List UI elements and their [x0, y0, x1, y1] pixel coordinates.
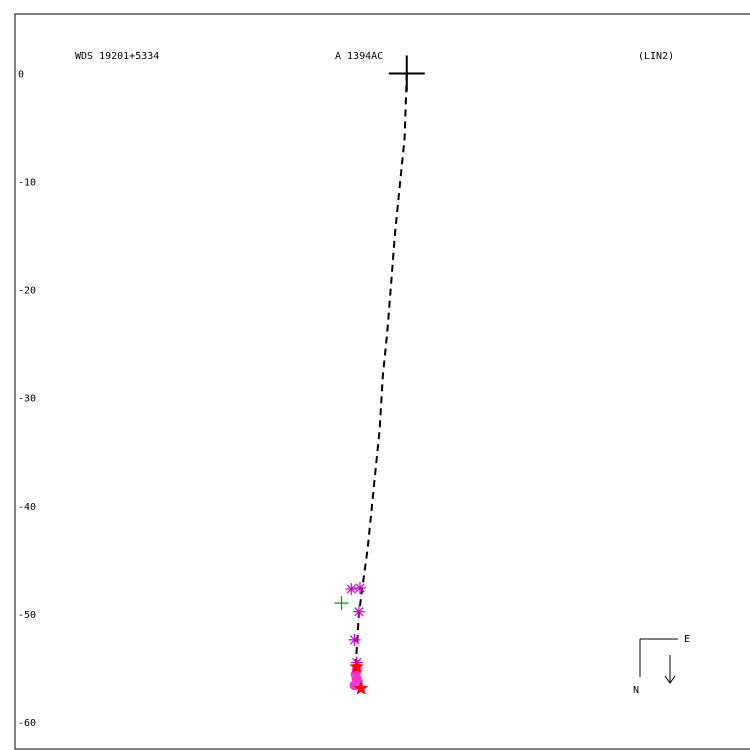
observation-asterisk — [352, 605, 365, 618]
asterisk-stroke — [354, 607, 364, 617]
y-tick-label: -50 — [18, 610, 36, 621]
y-tick-label: -10 — [18, 178, 36, 189]
orbit-path — [354, 73, 408, 668]
observation-star — [349, 659, 365, 674]
y-tick-label: 0 — [18, 69, 24, 80]
plot-frame — [14, 13, 750, 750]
asterisk-stroke — [346, 584, 356, 594]
orbit-reference: (LIN2) — [638, 51, 674, 62]
observation-asterisk — [348, 633, 361, 646]
y-tick-label: -40 — [18, 502, 36, 513]
star-designation: WDS 19201+5334 — [75, 51, 159, 62]
asterisk-stroke — [355, 583, 365, 593]
observation-marks — [334, 581, 369, 695]
orbit-curve — [354, 73, 408, 668]
north-label: N — [633, 685, 639, 696]
y-tick-label: -30 — [18, 394, 36, 405]
orientation-indicator: E N — [633, 634, 690, 696]
east-label: E — [684, 634, 690, 645]
motion-arrow-head — [664, 675, 676, 684]
component-label: A 1394AC — [335, 51, 383, 62]
primary-star-marker — [388, 55, 425, 92]
observation-plus — [334, 596, 349, 611]
observation-asterisk — [353, 581, 366, 594]
observation-star — [353, 680, 369, 695]
asterisk-stroke — [349, 635, 360, 645]
y-tick-label: -20 — [18, 286, 36, 297]
observation-asterisk — [345, 583, 358, 596]
y-tick-label: -60 — [18, 718, 36, 729]
y-axis-ticks: 0 -10 -20 -30 -40 -50 -60 — [18, 69, 36, 729]
